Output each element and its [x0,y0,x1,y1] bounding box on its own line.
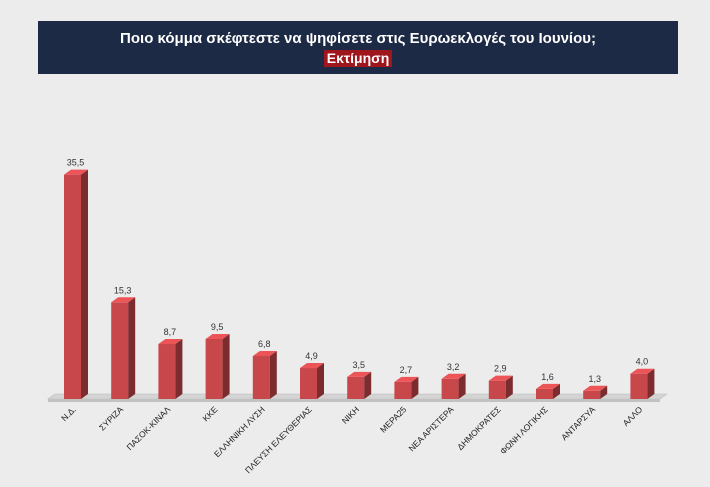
value-label: 8,7 [164,327,177,337]
bar [347,371,372,399]
bar-front [205,338,223,399]
bar-front [394,381,412,399]
chart-subtitle: Εκτίμηση [323,50,393,67]
bar-top [630,368,655,374]
category-label: ΚΚΕ [200,404,219,423]
value-label: 1,3 [588,374,601,384]
bar-side [317,363,324,399]
bar-front [300,368,317,399]
bar-front [441,378,459,399]
bar-front [347,376,365,399]
value-label: 2,9 [494,364,507,374]
category-label: ΔΗΜΟΚΡΑΤΕΣ [455,404,503,452]
category-label: ΕΛΛΗΝΙΚΗ ΛΥΣΗ [212,404,267,459]
category-label: ΑΝΤΑΡΣΥΑ [559,404,597,442]
category-label: ΑΛΛΟ [621,404,645,428]
bar [488,375,513,399]
bar-side [222,333,230,399]
value-label: 15,3 [114,285,132,295]
value-label: 2,7 [400,365,413,375]
bar-front [158,344,176,399]
value-label: 9,5 [211,322,224,332]
bar-side [364,371,372,399]
bar-front [111,302,129,399]
bar [158,339,183,399]
bar-front [630,373,648,399]
bar-top [583,385,608,391]
bar-front [583,390,601,399]
bar-top [488,375,513,381]
category-label: ΠΑΣΟΚ-ΚΙΝΑΛ [124,404,172,452]
value-label: 1,6 [541,372,554,382]
bar-side [458,373,466,399]
bar-top [441,373,466,379]
bar-top [205,333,230,339]
bar [583,385,608,399]
bar-side [128,297,136,399]
value-label: 35,5 [67,158,85,168]
bar-front [252,356,270,399]
bar [205,333,230,399]
chart-title-box: Ποιο κόμμα σκέφτεστε να ψηφίσετε στις Ευ… [38,21,678,74]
bar-side [600,385,608,399]
category-label: ΝΙΚΗ [340,404,361,425]
value-label: 4,9 [305,351,318,361]
bar-side [411,376,419,399]
bar-top [252,351,277,357]
category-label: ΝΕΑ ΑΡΙΣΤΕΡΑ [406,404,455,453]
floor-edge [48,399,660,402]
bar-front [64,174,81,399]
value-label: 6,8 [258,339,271,349]
category-label: ΦΩΝΗ ΛΟΓΙΚΗΣ [498,404,550,456]
bar-top [300,363,324,369]
bar-top [158,339,183,345]
bar-top [347,371,372,377]
bar [536,383,560,399]
value-label: 3,5 [352,360,365,370]
bar-side [553,383,560,399]
bar-top [394,376,419,382]
value-labels-group: 35,5 15,3 8,7 9,5 6,8 4,9 3,5 2,7 3,2 2,9 1,6 1,3 4,… [67,158,648,384]
category-label: Ν.Δ. [59,404,78,423]
chart-title: Ποιο κόμμα σκέφτεστε να ψηφίσετε στις Ευ… [120,30,596,47]
bar-side [175,339,183,399]
bar-side [647,368,655,399]
bar-top [536,383,560,389]
value-label: 3,2 [447,362,460,372]
bar-top [64,169,88,175]
bar [252,351,277,399]
bar [630,368,655,399]
bar [300,363,324,399]
bars-group [64,169,655,399]
category-label: ΣΥΡΙΖΑ [97,404,125,432]
bar [441,373,466,399]
bar-side [269,351,277,399]
category-label: ΜΕΡΑ25 [378,404,409,435]
bar-side [81,169,88,399]
bar-side [505,375,513,399]
bar-front [536,388,553,399]
bar [64,169,88,399]
bar [394,376,419,399]
bar [111,297,136,399]
value-label: 4,0 [636,357,649,367]
bar-top [111,297,136,303]
bar-front [488,380,506,399]
